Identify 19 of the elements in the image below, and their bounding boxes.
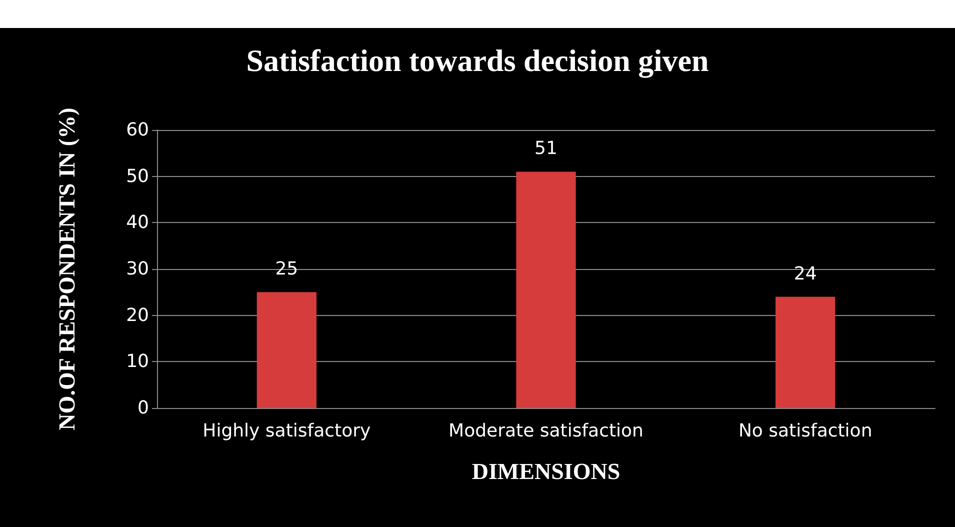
y-axis-title: NO.OF RESPONDENTS IN (%) xyxy=(54,108,80,430)
x-tick-label: Moderate satisfaction xyxy=(448,420,644,442)
data-label: 24 xyxy=(794,263,817,284)
y-tick-label: 0 xyxy=(138,398,149,418)
bar xyxy=(516,172,576,408)
y-tick-label: 60 xyxy=(126,120,149,140)
y-tick-label: 30 xyxy=(126,258,149,280)
y-tick-label: 50 xyxy=(126,166,149,187)
bar xyxy=(776,296,836,408)
chart-title: Satisfaction towards decision given xyxy=(246,43,709,78)
y-tick-label: 20 xyxy=(126,304,149,326)
bar xyxy=(256,292,316,408)
data-label: 25 xyxy=(275,258,298,280)
x-tick-label: Highly satisfactory xyxy=(202,420,371,442)
x-tick-label: No satisfaction xyxy=(738,420,872,442)
y-tick-label: 40 xyxy=(126,212,149,234)
x-axis-title: DIMENSIONS xyxy=(472,459,620,484)
y-tick-label: 10 xyxy=(126,351,149,372)
data-label: 51 xyxy=(534,138,558,160)
